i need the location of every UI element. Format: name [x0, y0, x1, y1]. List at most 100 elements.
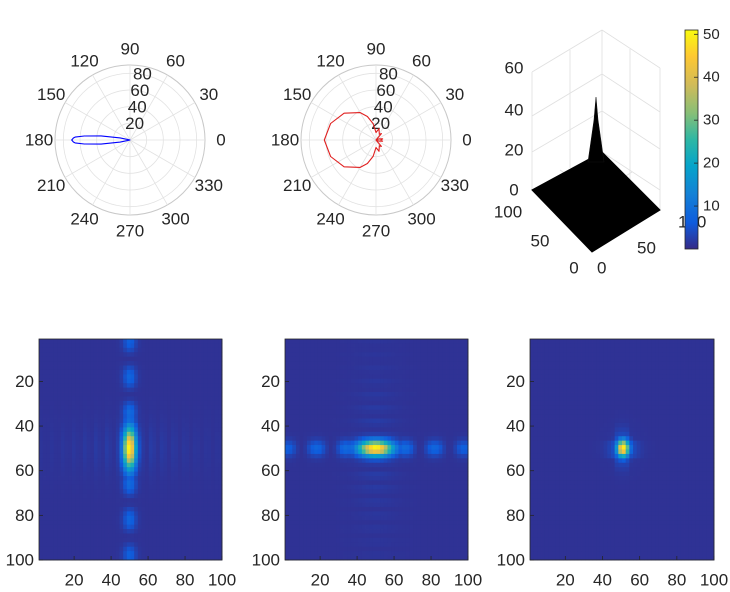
heatmap-cell: [347, 493, 352, 499]
heatmap-cell: [420, 502, 425, 508]
heatmap-cell: [174, 537, 179, 543]
heatmap-cell: [453, 427, 458, 433]
heatmap-cell: [200, 449, 205, 455]
heatmap-cell: [137, 493, 142, 499]
heatmap-cell: [431, 392, 436, 397]
heatmap-cell: [361, 458, 366, 464]
heatmap-cell: [64, 484, 69, 490]
heatmap-cell: [354, 383, 359, 389]
heatmap-cell: [211, 431, 216, 437]
heatmap-cell: [57, 427, 62, 433]
heatmap-cell: [152, 533, 157, 539]
heatmap-cell: [211, 493, 216, 499]
colorbar-tick-label: 50: [703, 26, 720, 43]
heatmap-cell: [39, 414, 44, 419]
heatmap-cell: [60, 453, 66, 459]
heatmap-cell: [332, 361, 337, 366]
heatmap-cell: [163, 453, 168, 459]
heatmap-cell: [185, 400, 190, 406]
heatmap-cell: [431, 458, 436, 464]
heatmap-cell: [137, 440, 142, 446]
heatmap-cell: [49, 476, 55, 481]
heatmap-cell: [214, 511, 219, 517]
heatmap-cell: [49, 502, 55, 508]
heatmap-cell: [159, 409, 164, 415]
heatmap-cell: [60, 524, 66, 530]
heatmap-cell: [464, 343, 469, 349]
heatmap-cell: [413, 445, 418, 450]
heatmap-cell: [438, 418, 443, 424]
heatmap-cell: [170, 537, 175, 543]
heatmap-cell: [420, 529, 425, 534]
heatmap-cell: [424, 506, 429, 512]
heatmap-cell: [148, 436, 153, 442]
heatmap-cell: [203, 520, 208, 526]
heatmap-cell: [203, 529, 208, 534]
heatmap-cell: [391, 374, 396, 380]
heatmap-cell: [115, 392, 120, 397]
heatmap-cell: [332, 427, 337, 433]
heatmap-cell: [57, 436, 62, 442]
heatmap-cell: [218, 471, 223, 477]
heatmap-cell: [394, 378, 399, 384]
heatmap-cell: [369, 511, 374, 517]
heatmap-cell: [46, 520, 51, 526]
polar-theta-label: 120: [316, 52, 344, 71]
heatmap-cell: [134, 409, 139, 415]
heatmap-cell: [413, 387, 418, 393]
heatmap-cell: [123, 529, 128, 534]
heatmap-cell: [97, 365, 102, 371]
heatmap-cell: [285, 511, 290, 517]
heatmap-cell: [86, 418, 91, 424]
heatmap-cell: [39, 427, 44, 433]
heatmap-cell: [211, 352, 216, 358]
heatmap-cell: [112, 542, 117, 548]
heatmap-cell: [108, 551, 113, 556]
heatmap-cell: [101, 409, 106, 415]
heatmap-cell: [57, 396, 62, 402]
heatmap-cell: [119, 555, 124, 561]
heatmap-cell: [339, 524, 344, 530]
heatmap-cell: [336, 520, 341, 526]
heatmap-cell: [416, 418, 421, 424]
heatmap-cell: [49, 374, 55, 380]
heatmap-cell: [442, 467, 447, 472]
heatmap-cell: [189, 542, 194, 548]
heatmap-cell: [68, 458, 73, 464]
heatmap-cell: [82, 480, 87, 486]
heatmap-cell: [163, 533, 168, 539]
heatmap-cell: [126, 449, 131, 455]
heatmap-cell: [181, 511, 186, 517]
heatmap-cell: [75, 361, 80, 366]
heatmap-cell: [303, 546, 308, 552]
heatmap-cell: [53, 392, 58, 397]
heatmap-cell: [299, 529, 304, 534]
heatmap-cell: [207, 365, 212, 371]
heatmap-cell: [442, 387, 447, 393]
heatmap-cell: [365, 374, 370, 380]
heatmap-cell: [442, 480, 447, 486]
heatmap-cell: [189, 352, 194, 358]
heatmap-cell: [57, 365, 62, 371]
heatmap-cell: [97, 418, 102, 424]
heatmap-cell: [361, 445, 366, 450]
heatmap-cell: [90, 453, 95, 459]
heatmap-cell: [39, 476, 44, 481]
heatmap-cell: [90, 365, 95, 371]
heatmap-cell: [314, 440, 319, 446]
heatmap-cell: [167, 343, 172, 349]
heatmap-cell: [427, 471, 432, 477]
heatmap-cell: [108, 396, 113, 402]
heatmap-cell: [292, 506, 297, 512]
heatmap-cell: [46, 400, 51, 406]
heatmap-cell: [354, 356, 359, 362]
heatmap-cell: [453, 361, 458, 366]
heatmap-cell: [435, 400, 440, 406]
heatmap-cell: [39, 467, 44, 472]
heatmap-cell: [156, 400, 161, 406]
heatmap-cell: [181, 542, 186, 548]
heatmap-cell: [42, 374, 47, 380]
heatmap-cell: [435, 356, 440, 362]
heatmap-cell: [49, 542, 55, 548]
heatmap-cell: [416, 506, 421, 512]
